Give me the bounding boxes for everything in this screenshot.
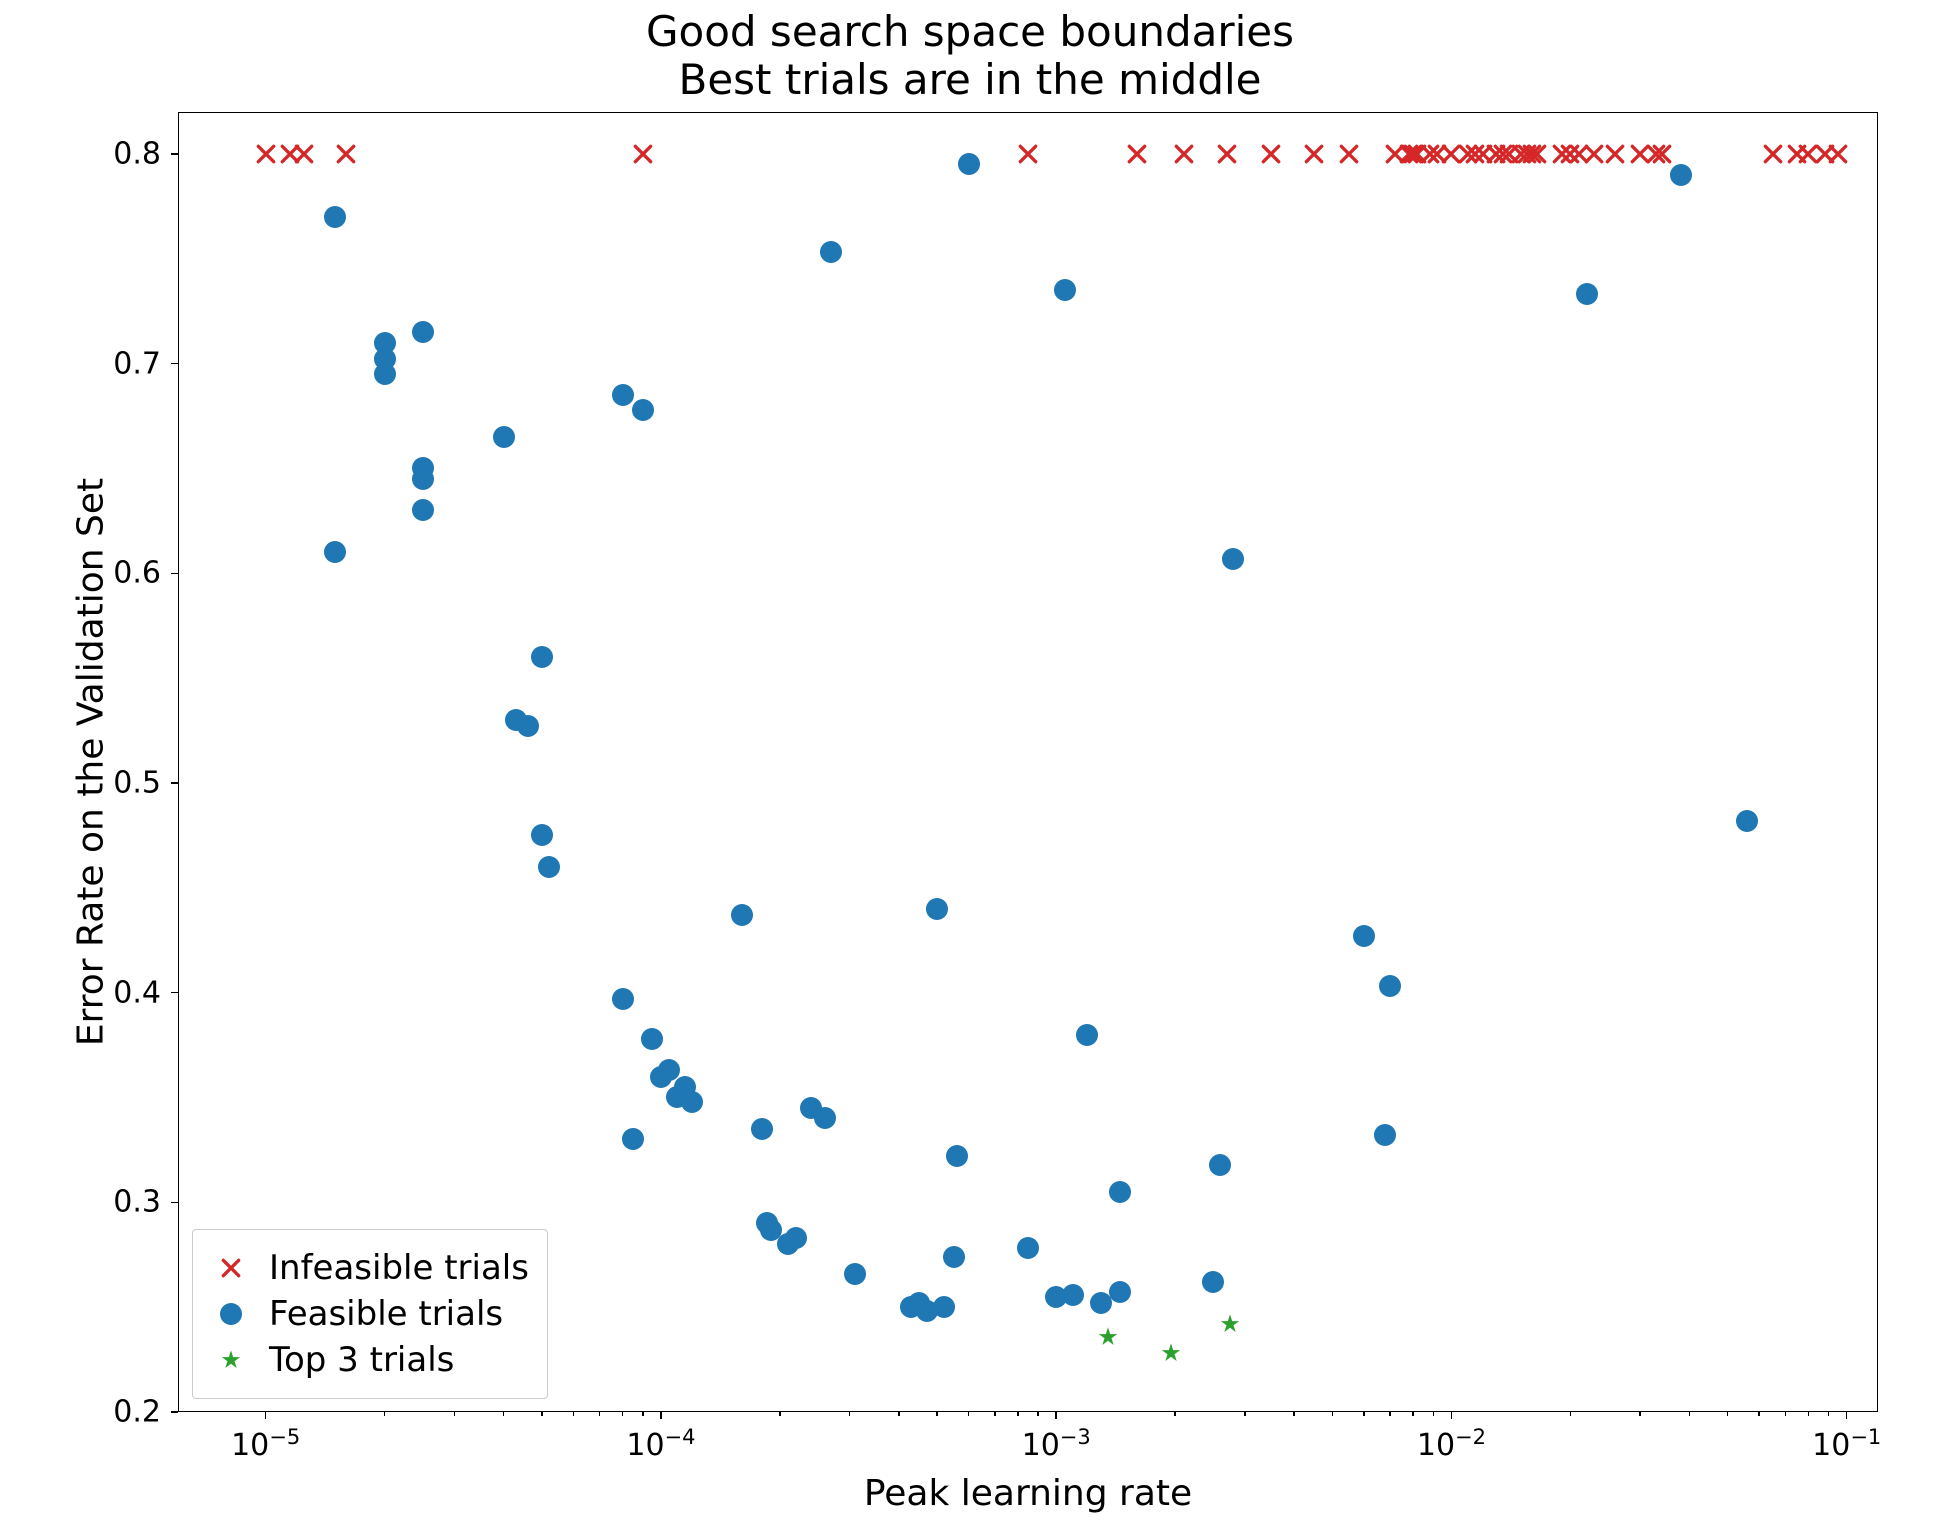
- x-icon: [207, 1257, 255, 1279]
- x-minor-tick: [968, 1412, 970, 1416]
- x-minor-tick: [936, 1412, 938, 1416]
- x-minor-tick: [849, 1412, 851, 1416]
- x-minor-tick: [1785, 1412, 1787, 1416]
- x-minor-tick: [384, 1412, 386, 1416]
- x-minor-tick: [1808, 1412, 1810, 1416]
- x-minor-tick: [1689, 1412, 1691, 1416]
- x-minor-tick: [622, 1412, 624, 1416]
- plot-area: [178, 112, 1878, 1412]
- legend-label: Feasible trials: [269, 1294, 503, 1334]
- y-tick-label: 0.4: [113, 975, 161, 1010]
- y-tick: [171, 153, 178, 155]
- y-tick: [171, 573, 178, 575]
- legend-item: Infeasible trials: [207, 1248, 529, 1288]
- chart-title-line2: Best trials are in the middle: [0, 56, 1940, 104]
- y-tick: [171, 1411, 178, 1413]
- legend-item: Top 3 trials: [207, 1340, 529, 1380]
- y-tick: [171, 1202, 178, 1204]
- y-tick-label: 0.2: [113, 1395, 161, 1430]
- y-tick-label: 0.6: [113, 556, 161, 591]
- x-minor-tick: [1758, 1412, 1760, 1416]
- x-tick: [660, 1412, 662, 1419]
- x-minor-tick: [573, 1412, 575, 1416]
- chart-title: Good search space boundaries Best trials…: [0, 8, 1940, 105]
- figure: Good search space boundaries Best trials…: [0, 0, 1940, 1539]
- x-tick-label: 10−4: [626, 1425, 695, 1463]
- y-axis-label: Error Rate on the Validation Set: [71, 478, 112, 1046]
- y-tick-label: 0.5: [113, 765, 161, 800]
- x-minor-tick: [541, 1412, 543, 1416]
- x-tick-label: 10−2: [1417, 1425, 1486, 1463]
- legend: Infeasible trials Feasible trials Top 3 t…: [192, 1229, 548, 1399]
- x-minor-tick: [1389, 1412, 1391, 1416]
- x-axis-label: Peak learning rate: [178, 1473, 1878, 1514]
- legend-label: Infeasible trials: [269, 1248, 529, 1288]
- circle-icon: [207, 1303, 255, 1325]
- legend-item: Feasible trials: [207, 1294, 529, 1334]
- y-tick-label: 0.7: [113, 346, 161, 381]
- x-minor-tick: [1828, 1412, 1830, 1416]
- x-minor-tick: [779, 1412, 781, 1416]
- x-minor-tick: [1433, 1412, 1435, 1416]
- x-tick: [1846, 1412, 1848, 1419]
- star-icon: [207, 1349, 255, 1371]
- x-minor-tick: [1363, 1412, 1365, 1416]
- x-minor-tick: [1412, 1412, 1414, 1416]
- legend-label: Top 3 trials: [269, 1340, 454, 1380]
- chart-title-line1: Good search space boundaries: [0, 8, 1940, 56]
- x-minor-tick: [642, 1412, 644, 1416]
- x-tick: [265, 1412, 267, 1419]
- y-tick-label: 0.3: [113, 1185, 161, 1220]
- x-tick-label: 10−1: [1812, 1425, 1881, 1463]
- x-minor-tick: [1037, 1412, 1039, 1416]
- x-minor-tick: [1017, 1412, 1019, 1416]
- x-minor-tick: [1727, 1412, 1729, 1416]
- x-minor-tick: [1570, 1412, 1572, 1416]
- x-minor-tick: [1293, 1412, 1295, 1416]
- x-tick: [1451, 1412, 1453, 1419]
- x-minor-tick: [898, 1412, 900, 1416]
- x-minor-tick: [503, 1412, 505, 1416]
- x-minor-tick: [454, 1412, 456, 1416]
- x-minor-tick: [599, 1412, 601, 1416]
- y-tick: [171, 363, 178, 365]
- x-minor-tick: [1639, 1412, 1641, 1416]
- x-minor-tick: [1244, 1412, 1246, 1416]
- x-tick-label: 10−5: [231, 1425, 300, 1463]
- y-tick: [171, 782, 178, 784]
- x-minor-tick: [1174, 1412, 1176, 1416]
- y-tick-label: 0.8: [113, 136, 161, 171]
- x-minor-tick: [1332, 1412, 1334, 1416]
- y-tick: [171, 992, 178, 994]
- x-tick-label: 10−3: [1022, 1425, 1091, 1463]
- x-minor-tick: [994, 1412, 996, 1416]
- x-tick: [1055, 1412, 1057, 1419]
